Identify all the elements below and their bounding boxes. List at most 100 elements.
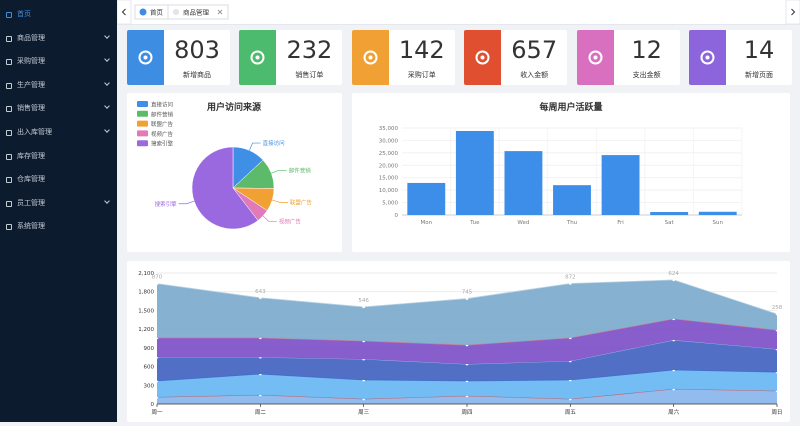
y-tick-label: 1,500 — [138, 308, 154, 314]
data-label: 872 — [565, 274, 576, 280]
x-tick-label: Sat — [665, 220, 675, 226]
stat-value: 12 — [631, 36, 662, 64]
bar — [553, 185, 591, 215]
stat-label: 支出金额 — [632, 71, 661, 79]
stat-card: 12 支出金额 — [576, 30, 680, 85]
menu-item[interactable]: 销售管理 — [0, 97, 117, 119]
bar-card: 每周用户活跃量 0 5,000 10,000 15,000 20,000 25,000 30,… — [352, 93, 790, 252]
menu-item[interactable]: 商品管理 — [0, 27, 117, 49]
leader-line — [271, 169, 287, 174]
x-tick-label: 周五 — [565, 409, 577, 416]
menu-item[interactable]: 生产管理 — [0, 74, 117, 96]
x-tick-label: Sun — [712, 220, 723, 226]
stat-value: 657 — [511, 36, 558, 64]
stat-card: 14 新增页面 — [689, 30, 792, 85]
x-tick-label: Thu — [566, 220, 577, 226]
x-tick-label: 周日 — [771, 409, 782, 416]
leader-line — [178, 200, 195, 205]
stat-card: 657 收入金额 — [464, 30, 568, 85]
x-tick-label: Mon — [420, 220, 432, 226]
data-label: 258 — [772, 305, 783, 311]
menu-label: 商品管理 — [17, 33, 45, 42]
stat-value: 142 — [398, 36, 445, 64]
x-tick-label: 周六 — [668, 408, 680, 416]
icon-glyph — [588, 50, 603, 65]
y-tick-label: 30,000 — [379, 138, 399, 144]
stat-label: 采购订单 — [407, 71, 436, 79]
bar — [650, 212, 689, 215]
tab[interactable] — [167, 4, 229, 20]
sidebar: 首页商品管理采购管理生产管理销售管理出入库管理库存管理仓库管理员工管理系统管理 — [0, 0, 117, 422]
slice-label: 搜索引擎 — [155, 200, 178, 208]
menu-label: 首页 — [17, 10, 31, 18]
y-tick-label: 1,200 — [138, 327, 154, 333]
icon-glyph — [700, 50, 715, 65]
tab-left[interactable] — [116, 0, 132, 25]
y-tick-label: 10,000 — [379, 188, 399, 194]
tab-right[interactable] — [785, 0, 800, 25]
menu-arrow — [104, 32, 110, 39]
tab-dot — [173, 9, 179, 15]
menu-label: 仓库管理 — [17, 175, 45, 184]
y-tick-label: 2,100 — [138, 271, 154, 277]
menu-icon — [6, 35, 12, 42]
menu-label: 系统管理 — [17, 222, 45, 231]
data-label: 870 — [152, 275, 163, 281]
icon-glyph — [363, 50, 378, 65]
stat-label: 新增页面 — [745, 71, 773, 79]
data-label: 624 — [668, 271, 679, 277]
stat-card: 232 销售订单 — [239, 30, 343, 85]
chevron — [121, 8, 126, 16]
y-tick-label: 600 — [144, 365, 155, 371]
slice-label: 邮件营销 — [289, 166, 312, 174]
menu-label: 销售管理 — [17, 104, 45, 113]
y-tick-label: 5,000 — [382, 201, 398, 207]
chart-title: 用户访问来源 — [206, 101, 261, 113]
menu-label: 生产管理 — [17, 80, 45, 89]
menu-item[interactable]: 系统管理 — [0, 215, 117, 237]
menu-item[interactable]: 员工管理 — [0, 192, 117, 214]
y-tick-label: 900 — [144, 346, 155, 352]
stat-icon — [464, 30, 502, 85]
legend-swatch — [137, 140, 148, 147]
stat-card: 803 新增商品 — [127, 30, 230, 85]
y-tick-label: 0 — [151, 402, 155, 408]
menu-label: 出入库管理 — [17, 128, 52, 136]
bar-chart: 每周用户活跃量 0 5,000 10,000 15,000 20,000 25,000 30,… — [379, 101, 743, 226]
tab-close[interactable] — [217, 9, 223, 15]
y-tick-label: 0 — [395, 213, 399, 219]
stat-icon — [351, 30, 389, 85]
tab-label: 首页 — [150, 8, 164, 17]
menu-arrow — [104, 127, 110, 133]
bar — [698, 211, 737, 215]
menu-item[interactable]: 库存管理 — [0, 145, 117, 167]
y-tick-label: 25,000 — [379, 151, 399, 157]
menu-item[interactable]: 首页 — [0, 3, 117, 25]
bar — [504, 151, 543, 215]
x-tick-label: 周一 — [151, 409, 163, 416]
menu-item[interactable]: 采购管理 — [0, 50, 117, 72]
menu-item[interactable]: 出入库管理 — [0, 121, 117, 143]
tab-bar: 首页 商品管理 — [116, 0, 800, 25]
stat-card: 142 采购订单 — [351, 30, 455, 85]
pie-slice — [191, 146, 259, 230]
icon-glyph — [138, 50, 153, 65]
stat-label: 收入金额 — [520, 71, 549, 79]
menu-icon — [6, 12, 12, 18]
menu-arrow — [104, 79, 110, 86]
menu-icon — [6, 59, 12, 66]
legend-label: 邮件营销 — [151, 110, 174, 118]
legend-swatch — [137, 130, 148, 137]
point — [259, 296, 262, 300]
point — [465, 297, 469, 300]
pie-card: 用户访问来源 直接访问 邮件营销 联盟广告 视频广告 搜索引擎 直接访问 邮件营销 联盟广告 视频… — [127, 93, 342, 252]
tab-dot — [139, 8, 147, 16]
tab-svg: 首页 商品管理 — [116, 0, 800, 25]
menu-item[interactable]: 仓库管理 — [0, 168, 117, 190]
y-tick-label: 15,000 — [379, 176, 399, 182]
leader-line — [262, 215, 277, 222]
data-label: 745 — [462, 290, 473, 296]
x-tick-label: 周四 — [461, 409, 472, 416]
legend-label: 搜索引擎 — [151, 140, 174, 148]
